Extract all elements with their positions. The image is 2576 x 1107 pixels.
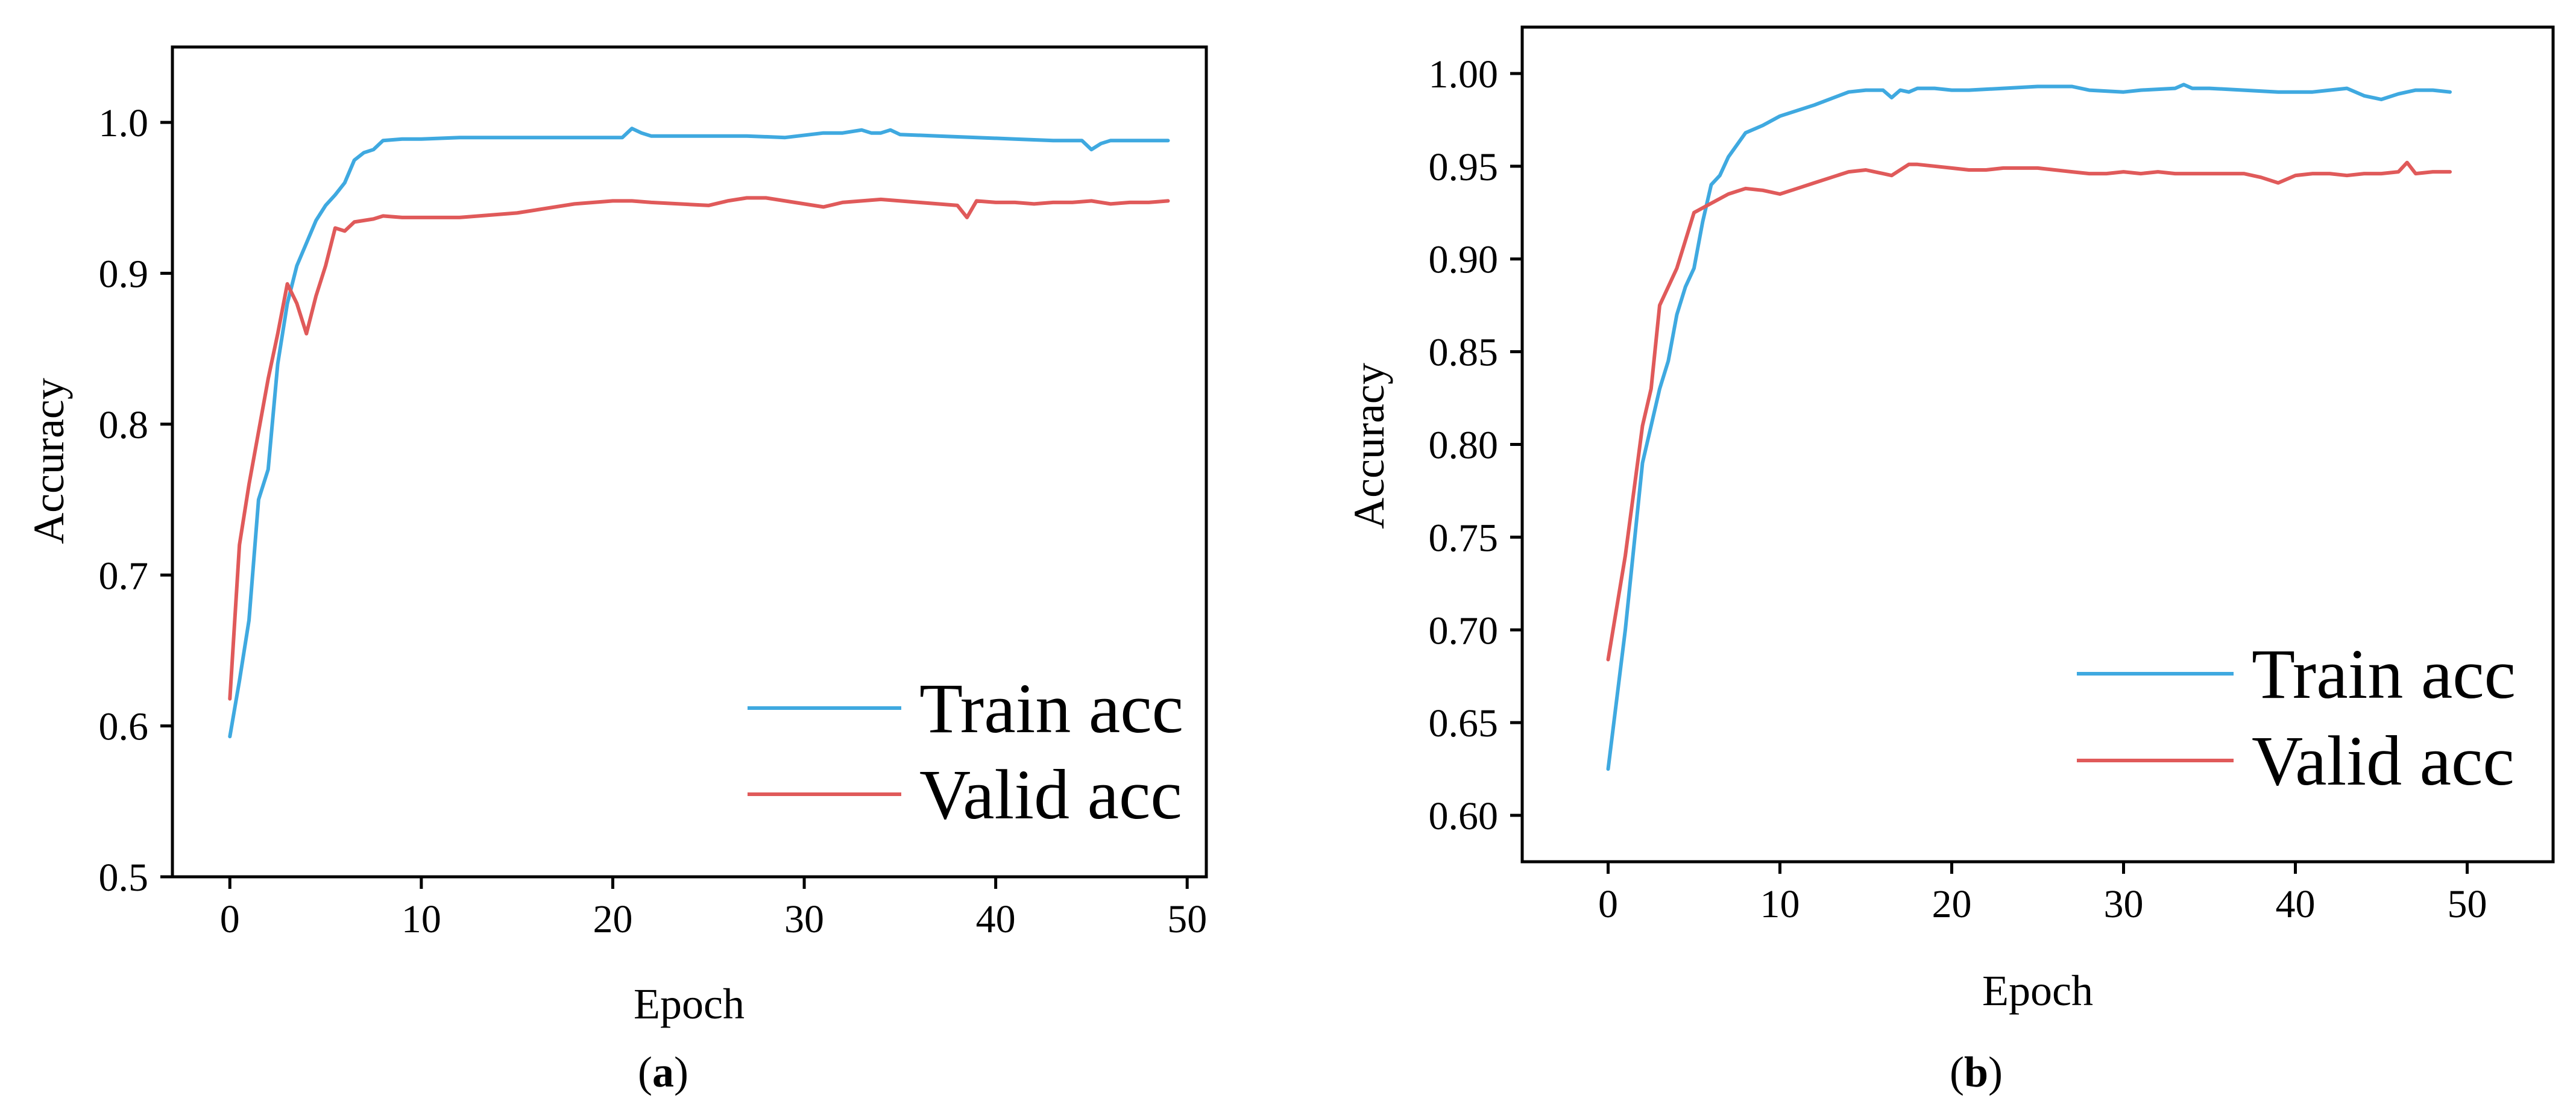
panel-a-x-tick-label: 10	[402, 897, 441, 941]
panel-a-caption-letter: a	[652, 1048, 674, 1096]
panel-b-y-tick-label: 1.00	[1429, 52, 1499, 96]
panel-a-x-tick-label: 50	[1167, 897, 1207, 941]
panel-a-x-tick-label: 0	[220, 897, 240, 941]
panel-b-x-tick-label: 30	[2104, 882, 2144, 926]
panel-b-x-axis-label: Epoch	[1982, 967, 2093, 1015]
panel-a-series-train-line	[228, 127, 1170, 739]
panel-a-y-tick-label: 0.7	[99, 554, 149, 598]
panel-a-y-tick-label: 0.6	[99, 705, 149, 749]
panel-a-legend: Train acc Valid acc	[748, 669, 1183, 834]
panel-b-legend-valid-label: Valid acc	[2252, 721, 2515, 800]
panel-a-x-tick-label: 20	[593, 897, 632, 941]
panel-b-series-train-line	[1606, 83, 2452, 771]
panel-a-y-axis-label: Accuracy	[25, 378, 73, 544]
panel-b-caption-close: )	[1988, 1048, 2003, 1096]
panel-b-legend-train-label: Train acc	[2252, 635, 2516, 713]
panel-a-x-tick-label: 40	[976, 897, 1016, 941]
panel-a-caption-open: (	[638, 1048, 652, 1096]
panel-b-x-tick-label: 40	[2276, 882, 2316, 926]
panel-b-y-tick-label: 0.60	[1429, 794, 1499, 838]
panel-b-series-valid-line	[1606, 160, 2452, 662]
panel-b-caption-letter: b	[1964, 1048, 1988, 1096]
panel-b-y-tick-label: 0.90	[1429, 238, 1499, 282]
panel-a-y-tick-label: 0.8	[99, 403, 149, 447]
panel-a-x-tick-label: 30	[784, 897, 824, 941]
panel-b-y-tick-label: 0.65	[1429, 701, 1499, 745]
panel-b-caption-open: (	[1950, 1048, 1964, 1096]
panel-a-caption: (a)	[638, 1048, 688, 1096]
panel-a-plot-frame	[171, 45, 1208, 879]
panel-a-y-tick-label: 0.9	[99, 252, 149, 296]
panel-b-x-tick-label: 10	[1760, 882, 1800, 926]
panel-a-series-valid-line	[228, 196, 1170, 701]
panel-a-y-tick-label: 1.0	[99, 101, 149, 145]
panel-b: 0.60 0.65 0.70 0.75 0.80 0.85 0.90 0.95 1.00 0 10…	[1345, 25, 2555, 1096]
panel-b-y-axis-label: Accuracy	[1345, 363, 1393, 529]
panel-b-x-tick-label: 20	[1932, 882, 1972, 926]
panel-b-y-tick-label: 0.95	[1429, 145, 1499, 189]
panel-b-x-tick-label: 0	[1598, 882, 1618, 926]
panel-b-y-tick-label: 0.85	[1429, 331, 1499, 375]
panel-b-caption: (b)	[1950, 1048, 2003, 1096]
panel-a-y-tick-label: 0.5	[99, 856, 149, 900]
panel-a-caption-close: )	[674, 1048, 688, 1096]
panel-a-legend-valid-label: Valid acc	[919, 755, 1182, 834]
panel-b-legend: Train acc Valid acc	[2077, 635, 2516, 800]
panel-b-y-tick-label: 0.70	[1429, 609, 1499, 653]
panel-b-y-tick-label: 0.75	[1429, 516, 1499, 560]
panel-a-x-axis-label: Epoch	[634, 980, 745, 1028]
panel-a: 0.5 0.6 0.7 0.8 0.9 1.0 0 10 20 30 40 50 Epoch Acc…	[25, 45, 1208, 1096]
panel-a-legend-train-label: Train acc	[919, 669, 1183, 748]
panel-b-y-tick-label: 0.80	[1429, 424, 1499, 468]
panel-b-x-tick-label: 50	[2448, 882, 2487, 926]
